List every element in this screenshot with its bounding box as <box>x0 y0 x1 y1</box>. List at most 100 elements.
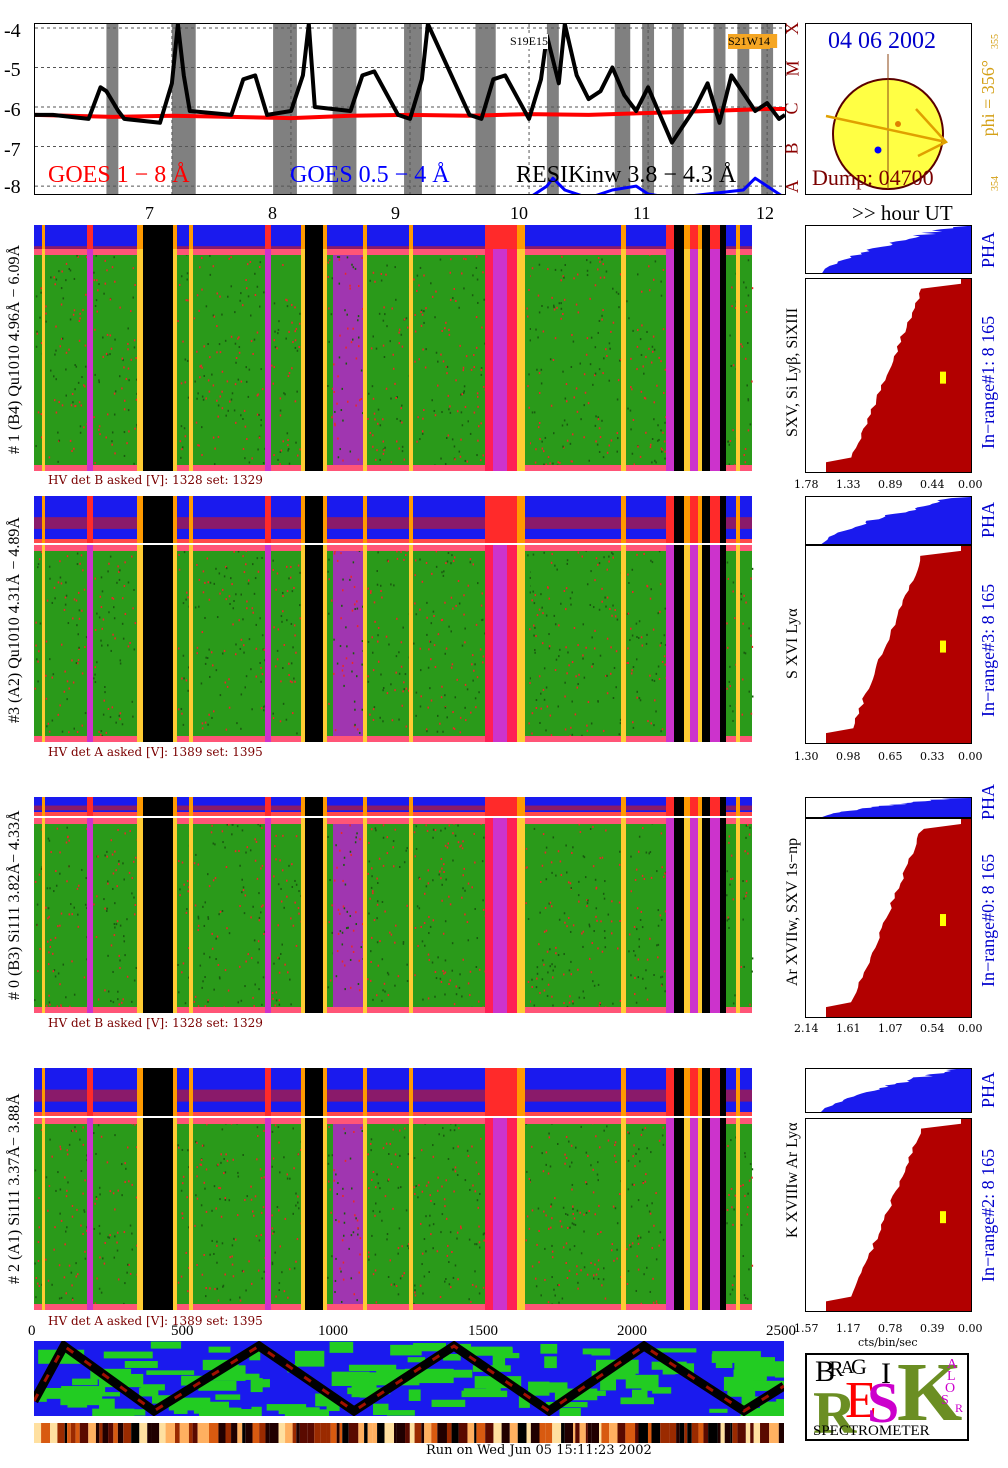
noise-dot <box>662 1143 665 1146</box>
noise-dot <box>224 1197 227 1200</box>
noise-dot <box>552 969 554 972</box>
noise-dot <box>349 958 352 961</box>
noise-dot <box>78 884 80 887</box>
hk-segment <box>384 1423 395 1443</box>
noise-dot <box>638 697 641 700</box>
noise-dot <box>390 397 392 400</box>
pha-column <box>265 496 271 543</box>
noise-dot <box>129 641 131 644</box>
noise-dot <box>112 633 114 636</box>
noise-dot <box>113 934 116 937</box>
noise-dot <box>362 923 364 926</box>
noise-dot <box>610 646 612 649</box>
noise-dot <box>343 856 346 859</box>
noise-dot <box>340 1270 342 1273</box>
noise-dot <box>590 1164 592 1167</box>
noise-dot <box>652 628 655 631</box>
noise-dot <box>465 355 468 358</box>
noise-dot <box>272 1157 275 1160</box>
pha-column <box>674 496 684 543</box>
noise-dot <box>645 642 648 645</box>
noise-dot <box>732 898 735 901</box>
noise-dot <box>235 593 237 596</box>
noise-dot <box>356 832 358 835</box>
noise-dot <box>36 1282 39 1285</box>
noise-dot <box>639 699 642 702</box>
noise-dot <box>627 1188 630 1191</box>
noise-dot <box>627 573 629 576</box>
noise-dot <box>471 294 474 297</box>
noise-dot <box>568 1140 570 1143</box>
noise-dot <box>377 626 380 629</box>
pha-band <box>93 1089 137 1102</box>
noise-dot <box>441 685 443 688</box>
noise-dot <box>328 1154 330 1157</box>
noise-dot <box>338 1220 340 1223</box>
noise-dot <box>626 662 628 665</box>
noise-dot <box>111 431 114 434</box>
noise-dot <box>72 401 74 404</box>
noise-dot <box>279 397 282 400</box>
pha-column <box>143 496 173 543</box>
binmap-cell <box>140 1384 165 1391</box>
noise-dot <box>77 633 80 636</box>
noise-dot <box>655 1300 658 1303</box>
noise-dot <box>403 1136 406 1139</box>
noise-dot <box>114 902 116 905</box>
noise-dot <box>432 1223 435 1226</box>
noise-dot <box>361 1130 364 1133</box>
noise-dot <box>254 294 257 297</box>
noise-dot <box>48 565 51 568</box>
scale-tick: 1.78 <box>794 478 819 491</box>
noise-dot <box>183 551 186 554</box>
noise-dot <box>353 725 356 728</box>
noise-dot <box>135 357 137 360</box>
column-edge <box>333 1304 363 1310</box>
column-edge <box>271 818 301 824</box>
noise-dot <box>290 565 292 568</box>
noise-dot <box>205 305 208 308</box>
noise-dot <box>418 358 420 361</box>
noise-dot <box>471 886 473 889</box>
noise-dot <box>748 1179 751 1182</box>
noise-dot <box>594 878 597 881</box>
noise-dot <box>549 714 552 717</box>
column-edge <box>193 818 265 824</box>
scale-tick: 1.17 <box>836 1322 861 1335</box>
noise-dot <box>228 678 230 681</box>
pha-column <box>684 225 690 272</box>
noise-dot <box>542 330 545 333</box>
noise-dot <box>243 651 245 654</box>
noise-dot <box>260 424 262 427</box>
noise-dot <box>392 367 395 370</box>
noise-dot <box>104 1241 106 1244</box>
noise-dot <box>204 721 207 724</box>
noise-dot <box>256 285 259 288</box>
noise-dot <box>604 1297 607 1300</box>
hour-tick: 10 <box>510 203 528 223</box>
noise-dot <box>660 642 663 645</box>
noise-dot <box>225 565 227 568</box>
pha-column <box>702 797 710 816</box>
noise-dot <box>437 633 440 636</box>
noise-dot <box>732 429 734 432</box>
noise-dot <box>629 409 632 412</box>
noise-dot <box>382 824 385 827</box>
noise-dot <box>135 966 138 969</box>
noise-dot <box>751 287 754 290</box>
noise-dot <box>343 674 345 677</box>
noise-dot <box>62 963 65 966</box>
goes-ytick: -7 <box>4 139 21 161</box>
noise-dot <box>395 671 397 674</box>
noise-dot <box>64 603 67 606</box>
noise-dot <box>96 612 98 615</box>
noise-dot <box>435 565 438 568</box>
noise-dot <box>394 689 396 692</box>
scale-tick: 0.54 <box>920 1022 945 1035</box>
noise-dot <box>360 369 363 372</box>
noise-dot <box>633 1183 635 1186</box>
noise-dot <box>213 1252 215 1255</box>
noise-dot <box>349 578 351 581</box>
column-edge <box>626 1118 666 1124</box>
noise-dot <box>334 550 336 553</box>
